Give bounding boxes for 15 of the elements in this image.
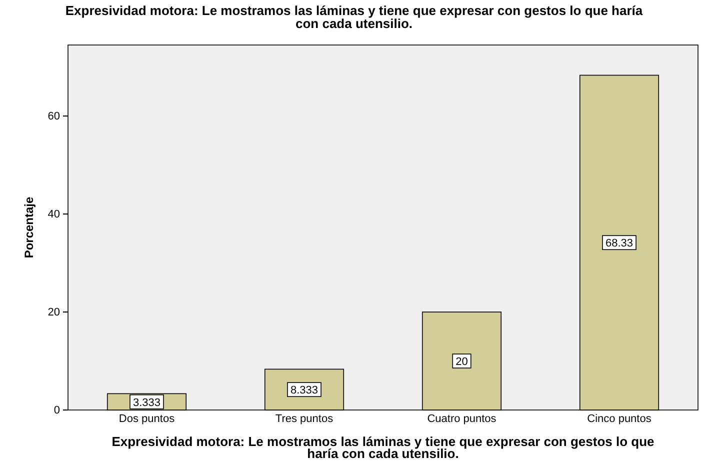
data-label: 3.333	[132, 396, 161, 409]
x-tick-label: Dos puntos	[118, 412, 176, 425]
y-tick-label: 60	[48, 110, 60, 123]
x-tick-label: Tres puntos	[275, 412, 334, 425]
data-label: 20	[456, 356, 468, 368]
chart-title: Expresividad motora: Le mostramos las láminas y tiene que expresar con gestos lo que haría con cada utensilio.	[65, 3, 644, 31]
y-tick-label: 0	[54, 404, 60, 417]
y-axis-title: Porcentaje	[22, 196, 36, 258]
x-tick-label: Cinco puntos	[587, 412, 652, 425]
x-tick-label: Cuatro puntos	[427, 412, 497, 425]
data-label: 8.333	[290, 384, 318, 397]
data-label: 68.33	[605, 238, 634, 250]
y-tick-label: 40	[48, 208, 60, 221]
x-axis-title: Expresividad motora: Le mostramos las láminas y tiene que expresar con gestos lo que haría con cada utensilio.	[112, 434, 654, 461]
y-tick-label: 20	[48, 306, 60, 319]
